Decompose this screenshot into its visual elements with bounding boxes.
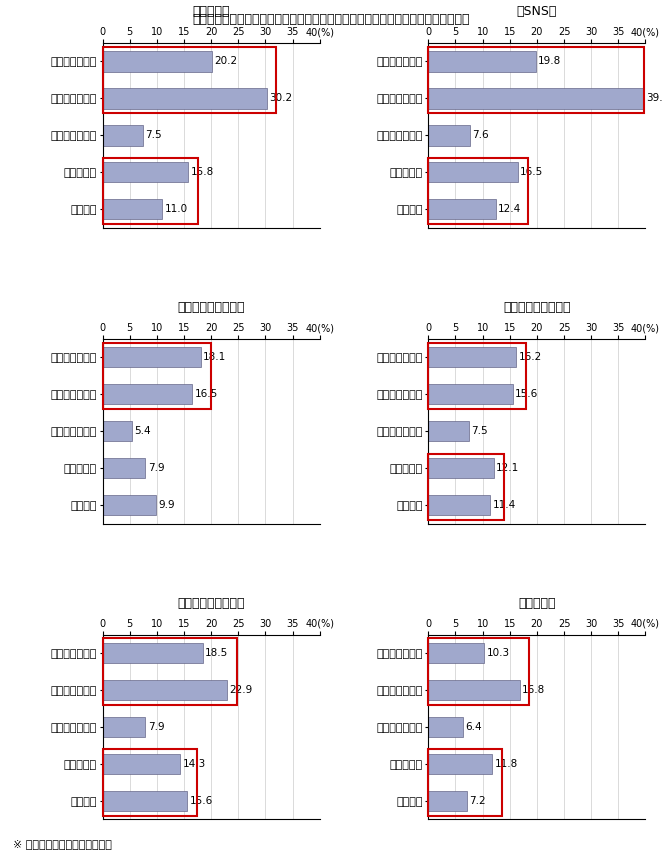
Text: 12.1: 12.1 [496,463,520,473]
Bar [103,716,146,737]
Text: 20.2: 20.2 [214,57,238,66]
Text: 7.5: 7.5 [146,130,162,141]
Bar [103,680,227,700]
Bar [103,199,162,220]
Bar [103,791,187,811]
Bar [103,643,203,663]
Bar [428,454,504,520]
Text: 16.5: 16.5 [195,390,218,399]
Text: 11.8: 11.8 [495,759,518,769]
Text: 16.8: 16.8 [522,685,545,695]
Text: ※ 実線赤枟は回答率００％以上: ※ 実線赤枟は回答率００％以上 [13,839,112,849]
Text: 30.2: 30.2 [269,94,292,103]
Text: 7.2: 7.2 [469,796,486,806]
Bar [428,458,494,478]
Title: （SNS）: （SNS） [517,5,557,18]
Bar [103,384,192,404]
Text: 15.6: 15.6 [515,390,538,399]
Bar [428,791,467,811]
Title: （ブログ）: （ブログ） [193,5,230,18]
Bar [103,125,143,146]
Bar [428,638,530,704]
Text: 「友人・知人の絆」「家族・親戚の絆」「世代間の絆」「職場の絆」が深まる傾向: 「友人・知人の絆」「家族・親戚の絆」「世代間の絆」「職場の絆」が深まる傾向 [192,13,470,26]
Text: 16.5: 16.5 [520,167,544,178]
Text: 11.4: 11.4 [493,500,516,511]
Text: 10.3: 10.3 [487,648,510,658]
Bar [103,51,213,71]
Text: 7.6: 7.6 [472,130,489,141]
Text: 16.2: 16.2 [518,352,542,362]
Bar [428,754,493,774]
Bar [103,47,276,113]
Text: 39.7: 39.7 [646,94,662,103]
Bar [428,342,526,408]
Bar [428,162,518,183]
Bar [103,342,211,408]
Text: 9.9: 9.9 [158,500,175,511]
Bar [428,47,644,113]
Text: 15.6: 15.6 [189,796,213,806]
Bar [103,749,197,815]
Text: 18.1: 18.1 [203,352,226,362]
Text: 19.8: 19.8 [538,57,561,66]
Bar [103,158,198,224]
Bar [428,384,513,404]
Bar [103,638,237,704]
Bar [428,643,484,663]
Bar [428,125,469,146]
Bar [103,754,180,774]
Bar [428,347,516,367]
Text: 11.0: 11.0 [164,204,187,214]
Bar [428,680,520,700]
Bar [428,51,536,71]
Title: （マイクロブログ）: （マイクロブログ） [177,596,245,610]
Bar [428,716,463,737]
Text: 22.9: 22.9 [229,685,252,695]
Text: 7.5: 7.5 [471,426,488,436]
Bar [103,162,189,183]
Title: （掲示板）: （掲示板） [518,596,555,610]
Text: 6.4: 6.4 [465,722,482,732]
Bar [103,421,132,441]
Text: 15.8: 15.8 [191,167,214,178]
Title: （動画共有サイト）: （動画共有サイト） [177,301,245,314]
Bar [103,458,146,478]
Text: 18.5: 18.5 [205,648,228,658]
Bar [428,749,502,815]
Bar [428,88,644,108]
Text: 7.9: 7.9 [148,722,164,732]
Text: 12.4: 12.4 [498,204,521,214]
Bar [428,421,469,441]
Bar [428,199,496,220]
Title: （情報共有サイト）: （情報共有サイト） [503,301,571,314]
Text: 7.9: 7.9 [148,463,164,473]
Text: 14.3: 14.3 [183,759,206,769]
Text: 5.4: 5.4 [134,426,151,436]
Bar [103,88,267,108]
Bar [103,495,156,516]
Bar [428,495,490,516]
Bar [428,158,528,224]
Bar [103,347,201,367]
